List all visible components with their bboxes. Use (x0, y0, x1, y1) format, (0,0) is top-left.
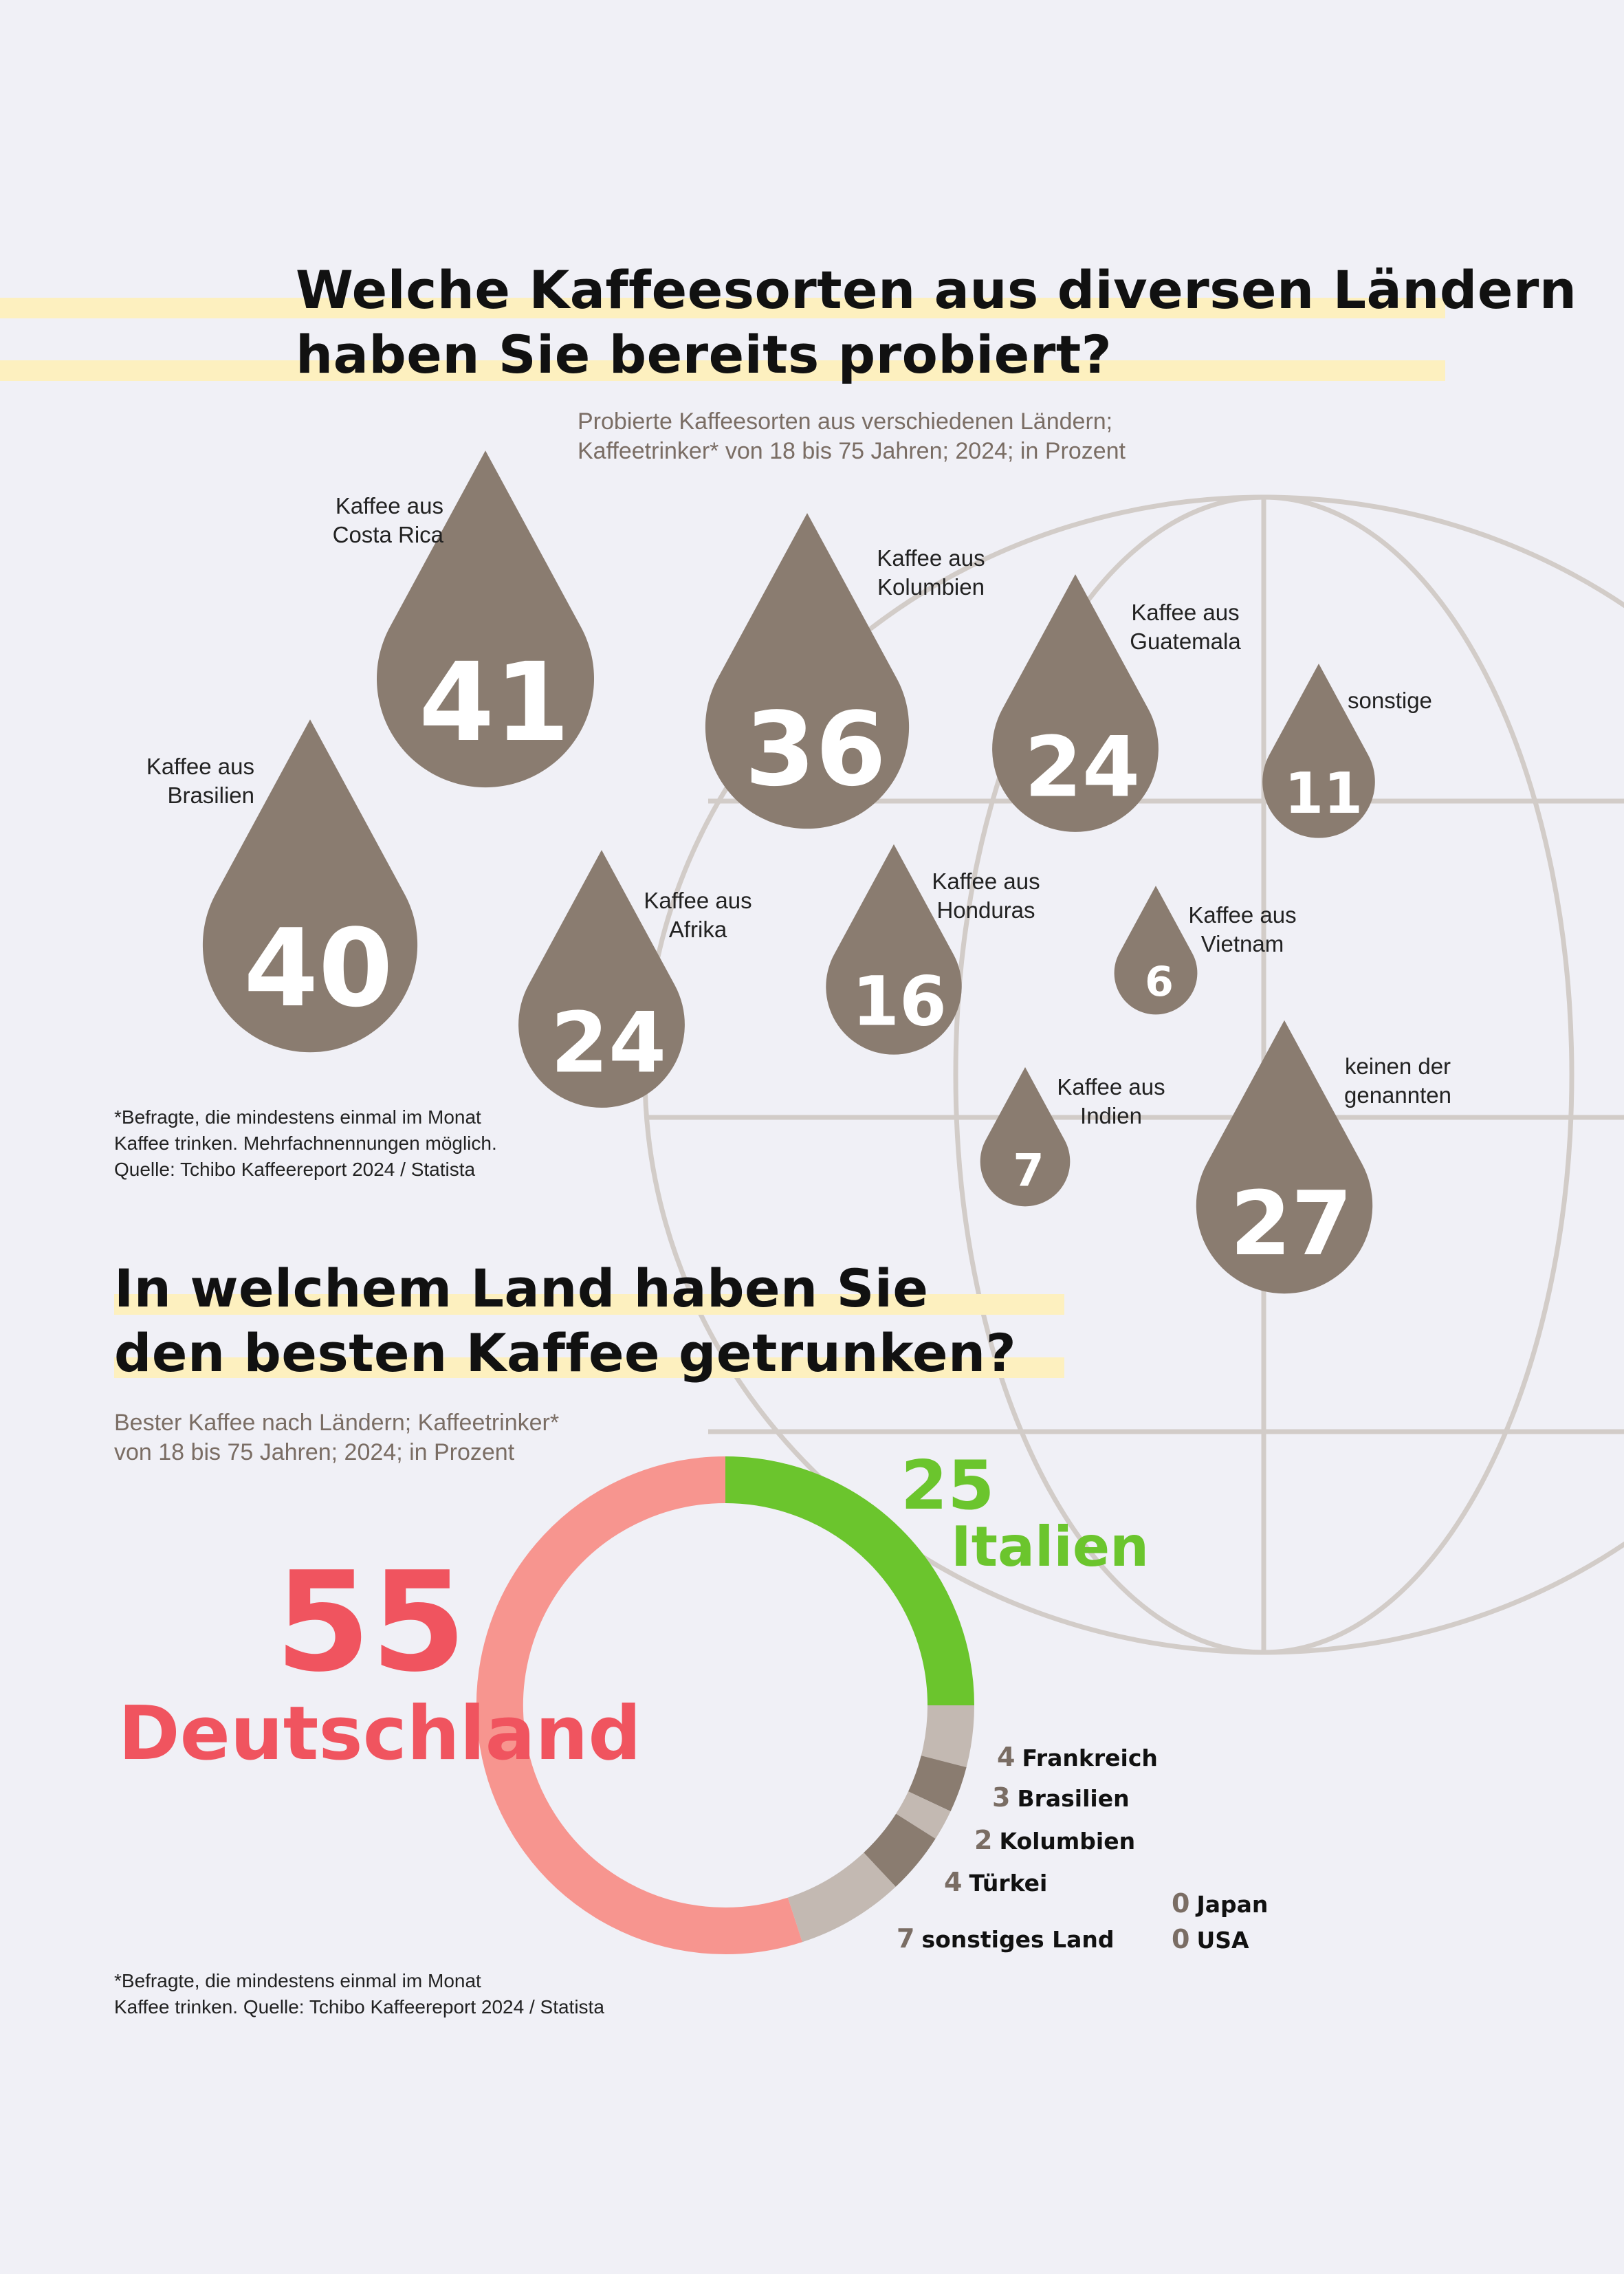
drop-label-8: Kaffee aus Indien (1057, 1074, 1165, 1128)
drop-value-1: 40 (243, 906, 393, 1031)
drop-3 (1196, 1020, 1373, 1294)
section1-title: Welche Kaffeesorten aus diversen Ländern… (296, 258, 1577, 387)
drop-label-9: Kaffee aus Vietnam (1188, 902, 1297, 956)
drop-value-6: 16 (852, 962, 947, 1042)
legend-sonstiges-land: 7 sonstiges Land (897, 1923, 1115, 1954)
drop-value-7: 11 (1284, 761, 1363, 827)
drop-label-1: Kaffee aus Brasilien (146, 754, 254, 808)
drop-value-8: 7 (1013, 1145, 1044, 1197)
drop-7 (1262, 664, 1375, 838)
section1-title-line: Welche Kaffeesorten aus diversen Ländern (296, 259, 1577, 320)
drop-label-2: Kaffee aus Kolumbien (877, 545, 985, 600)
donut-slice-türkei (863, 1813, 936, 1887)
drop-1 (202, 719, 418, 1053)
drop-label-6: Kaffee aus Honduras (932, 868, 1040, 923)
drop-2 (705, 513, 910, 829)
donut-slice-italien (725, 1456, 974, 1706)
drop-label-4: Kaffee aus Guatemala (1130, 600, 1241, 654)
drop-label-7: sonstige (1348, 688, 1432, 713)
donut-slice-frankreich (921, 1705, 975, 1768)
drop-9 (1114, 886, 1198, 1015)
title-highlight-4 (114, 1357, 1064, 1378)
italien-value: 25 (901, 1447, 995, 1525)
title-highlight-3 (114, 1294, 1064, 1315)
italien-label: Italien (951, 1515, 1150, 1579)
deutschland-label: Deutschland (118, 1691, 641, 1777)
title-highlight-1 (0, 298, 1445, 318)
donut-slice-deutschland (476, 1456, 802, 1954)
donut-slice-kolumbien (895, 1791, 951, 1839)
title-highlight-2 (0, 360, 1445, 381)
deutschland-value: 55 (275, 1542, 467, 1703)
drop-value-5: 24 (550, 994, 667, 1092)
drop-value-0: 41 (419, 639, 570, 766)
drop-5 (518, 850, 685, 1108)
section1-footnote: *Befragte, die mindestens einmal im Mona… (114, 1106, 497, 1180)
drop-6 (826, 844, 962, 1055)
drop-label-3: keinen der genannten (1344, 1053, 1451, 1108)
legend-brasilien: 3 Brasilien (992, 1782, 1130, 1813)
drop-label-5: Kaffee aus Afrika (644, 888, 752, 942)
drop-value-9: 6 (1145, 958, 1174, 1006)
legend-tuerkei: 4 Türkei (944, 1867, 1048, 1897)
drop-label-0: Kaffee aus Costa Rica (332, 493, 443, 547)
legend-usa: 0 USA (1172, 1924, 1249, 1954)
section2-title: In welchem Land haben Sie den besten Kaf… (114, 1258, 1017, 1384)
drop-0 (377, 450, 594, 788)
drop-value-3: 27 (1229, 1173, 1353, 1276)
section2-footnote: *Befragte, die mindestens einmal im Mona… (114, 1970, 604, 2018)
donut-slice-brasilien (908, 1755, 967, 1812)
legend-japan: 0 Japan (1172, 1888, 1269, 1918)
section1-title-line: haben Sie bereits probiert? (296, 324, 1112, 385)
section1-subtitle: Probierte Kaffeesorten aus verschiedenen… (578, 408, 1126, 464)
legend-frankreich: 4 Frankreich (997, 1742, 1158, 1772)
section2-subtitle: Bester Kaffee nach Ländern; Kaffeetrinke… (114, 1410, 560, 1465)
legend-kolumbien: 2 Kolumbien (974, 1825, 1136, 1855)
drop-4 (992, 574, 1159, 832)
drop-value-4: 24 (1024, 719, 1141, 816)
drop-value-2: 36 (745, 690, 886, 809)
drop-8 (980, 1067, 1071, 1207)
donut-slice-sonstiges-land (787, 1852, 896, 1943)
